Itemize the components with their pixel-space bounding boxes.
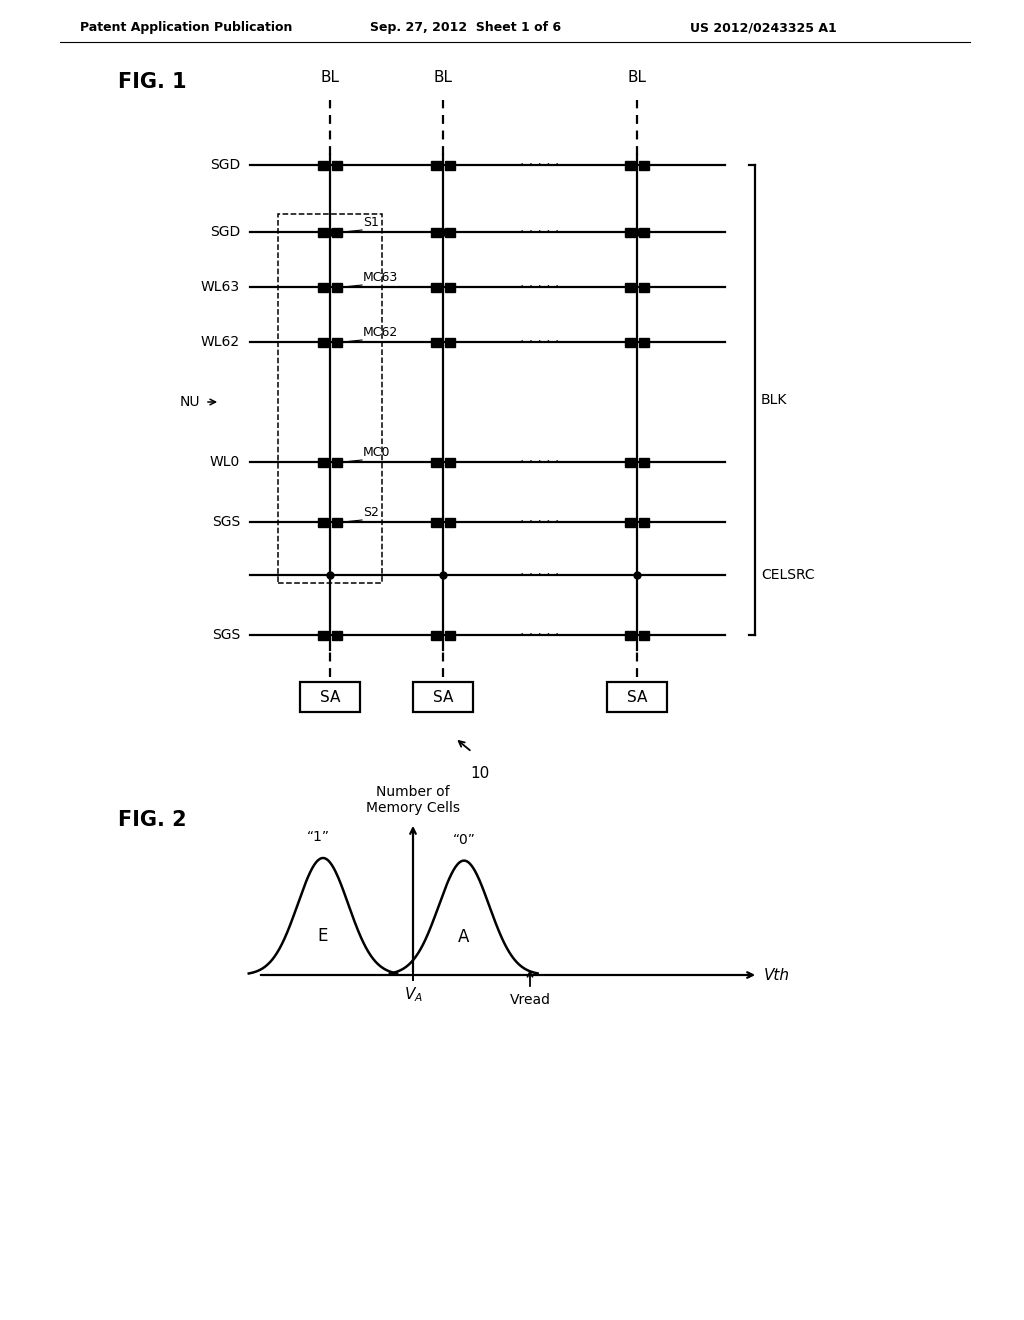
Bar bbox=[318, 517, 328, 527]
Bar bbox=[625, 227, 635, 236]
Text: Vth: Vth bbox=[764, 968, 790, 982]
Text: S1: S1 bbox=[362, 216, 379, 228]
Text: SGD: SGD bbox=[210, 224, 240, 239]
Text: SA: SA bbox=[627, 689, 647, 705]
Text: FIG. 1: FIG. 1 bbox=[118, 73, 186, 92]
Bar bbox=[445, 517, 455, 527]
Text: · · · · ·: · · · · · bbox=[520, 628, 560, 642]
Bar bbox=[639, 282, 649, 292]
Bar bbox=[445, 458, 455, 466]
Text: BL: BL bbox=[321, 70, 340, 84]
Text: SA: SA bbox=[433, 689, 454, 705]
Text: · · · · ·: · · · · · bbox=[520, 515, 560, 529]
Text: “1”: “1” bbox=[306, 830, 330, 843]
Bar bbox=[332, 227, 342, 236]
Text: · · · · ·: · · · · · bbox=[520, 280, 560, 294]
Bar bbox=[639, 517, 649, 527]
Bar bbox=[431, 161, 441, 169]
Bar bbox=[445, 631, 455, 639]
Text: WL0: WL0 bbox=[210, 455, 240, 469]
Text: A: A bbox=[459, 928, 470, 946]
Bar bbox=[625, 517, 635, 527]
Text: FIG. 2: FIG. 2 bbox=[118, 810, 186, 830]
Bar bbox=[332, 631, 342, 639]
Bar bbox=[625, 338, 635, 346]
Bar bbox=[332, 517, 342, 527]
Bar bbox=[639, 458, 649, 466]
Text: SA: SA bbox=[319, 689, 340, 705]
Text: SGD: SGD bbox=[210, 158, 240, 172]
Text: · · · · ·: · · · · · bbox=[520, 224, 560, 239]
Text: Number of
Memory Cells: Number of Memory Cells bbox=[366, 785, 460, 814]
Text: NU: NU bbox=[179, 395, 200, 409]
Bar bbox=[639, 631, 649, 639]
Bar bbox=[318, 338, 328, 346]
Text: S2: S2 bbox=[362, 506, 379, 519]
Text: · · · · ·: · · · · · bbox=[520, 335, 560, 348]
Bar bbox=[607, 682, 667, 711]
Text: WL63: WL63 bbox=[201, 280, 240, 294]
Text: US 2012/0243325 A1: US 2012/0243325 A1 bbox=[690, 21, 837, 34]
Bar bbox=[625, 458, 635, 466]
Bar bbox=[318, 161, 328, 169]
Text: MC63: MC63 bbox=[362, 271, 398, 284]
Bar bbox=[318, 631, 328, 639]
Bar bbox=[332, 338, 342, 346]
Bar bbox=[431, 517, 441, 527]
Text: CELSRC: CELSRC bbox=[761, 568, 815, 582]
Bar bbox=[318, 458, 328, 466]
Bar bbox=[625, 631, 635, 639]
Text: Patent Application Publication: Patent Application Publication bbox=[80, 21, 293, 34]
Text: Sep. 27, 2012  Sheet 1 of 6: Sep. 27, 2012 Sheet 1 of 6 bbox=[370, 21, 561, 34]
Text: · · · · ·: · · · · · bbox=[520, 568, 560, 582]
Text: E: E bbox=[317, 928, 328, 945]
Bar bbox=[445, 338, 455, 346]
Bar bbox=[431, 338, 441, 346]
Text: Vread: Vread bbox=[510, 993, 551, 1007]
Text: WL62: WL62 bbox=[201, 335, 240, 348]
Text: $V_A$: $V_A$ bbox=[403, 985, 423, 1003]
Bar bbox=[639, 227, 649, 236]
Bar bbox=[431, 282, 441, 292]
Text: · · · · ·: · · · · · bbox=[520, 158, 560, 172]
Bar bbox=[431, 458, 441, 466]
Bar bbox=[445, 161, 455, 169]
Bar bbox=[639, 338, 649, 346]
Text: 10: 10 bbox=[470, 766, 489, 781]
Text: SGS: SGS bbox=[212, 515, 240, 529]
Bar bbox=[445, 227, 455, 236]
Bar bbox=[332, 282, 342, 292]
Bar bbox=[431, 631, 441, 639]
Text: “0”: “0” bbox=[453, 833, 475, 846]
Text: SGS: SGS bbox=[212, 628, 240, 642]
Bar bbox=[278, 214, 382, 583]
Text: BL: BL bbox=[628, 70, 646, 84]
Bar bbox=[413, 682, 473, 711]
Bar bbox=[318, 227, 328, 236]
Text: BL: BL bbox=[433, 70, 453, 84]
Bar bbox=[300, 682, 360, 711]
Bar bbox=[332, 161, 342, 169]
Bar bbox=[625, 282, 635, 292]
Bar bbox=[332, 458, 342, 466]
Text: · · · · ·: · · · · · bbox=[520, 455, 560, 469]
Bar bbox=[639, 161, 649, 169]
Bar bbox=[625, 161, 635, 169]
Text: BLK: BLK bbox=[761, 393, 787, 407]
Text: MC0: MC0 bbox=[362, 446, 390, 459]
Bar bbox=[445, 282, 455, 292]
Bar bbox=[431, 227, 441, 236]
Bar bbox=[318, 282, 328, 292]
Text: MC62: MC62 bbox=[362, 326, 398, 339]
